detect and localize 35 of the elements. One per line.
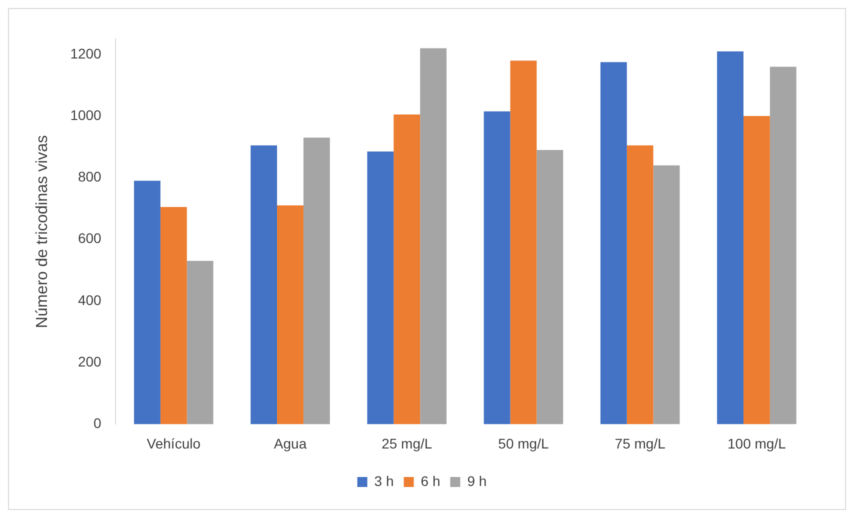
y-tick-label: 1000 [70, 106, 102, 123]
bar [250, 145, 278, 424]
bar [134, 180, 160, 424]
y-tick-label: 1200 [70, 45, 102, 62]
bar [510, 60, 537, 424]
legend-label: 6 h [420, 472, 440, 489]
bar [536, 150, 564, 424]
y-tick-label: 800 [78, 168, 102, 185]
y-tick-label: 600 [78, 230, 102, 246]
bar [743, 116, 770, 424]
bar [600, 62, 627, 424]
y-axis-title: Número de tricodinas vivas [34, 135, 52, 328]
bar [303, 138, 330, 424]
bar [717, 51, 744, 424]
bar [484, 111, 510, 424]
bar [626, 145, 654, 424]
y-tick-label: 0 [94, 415, 102, 432]
bar [186, 260, 214, 424]
bar [277, 205, 304, 424]
bar [770, 66, 796, 424]
x-tick-label: 75 mg/L [614, 435, 666, 452]
bar [367, 151, 394, 424]
x-tick-label: Agua [274, 435, 307, 452]
x-tick-label: 100 mg/L [728, 435, 786, 452]
bar [394, 114, 420, 424]
bar [420, 48, 447, 424]
y-tick-label: 200 [78, 353, 102, 370]
legend-label: 3 h [374, 472, 394, 489]
y-tick-label: 400 [78, 292, 102, 308]
bar [160, 206, 187, 424]
x-tick-label: 25 mg/L [382, 435, 432, 452]
legend-label: 9 h [467, 472, 487, 489]
bar [653, 165, 680, 424]
x-tick-label: Vehículo [146, 435, 201, 452]
x-tick-label: 50 mg/L [498, 435, 549, 452]
